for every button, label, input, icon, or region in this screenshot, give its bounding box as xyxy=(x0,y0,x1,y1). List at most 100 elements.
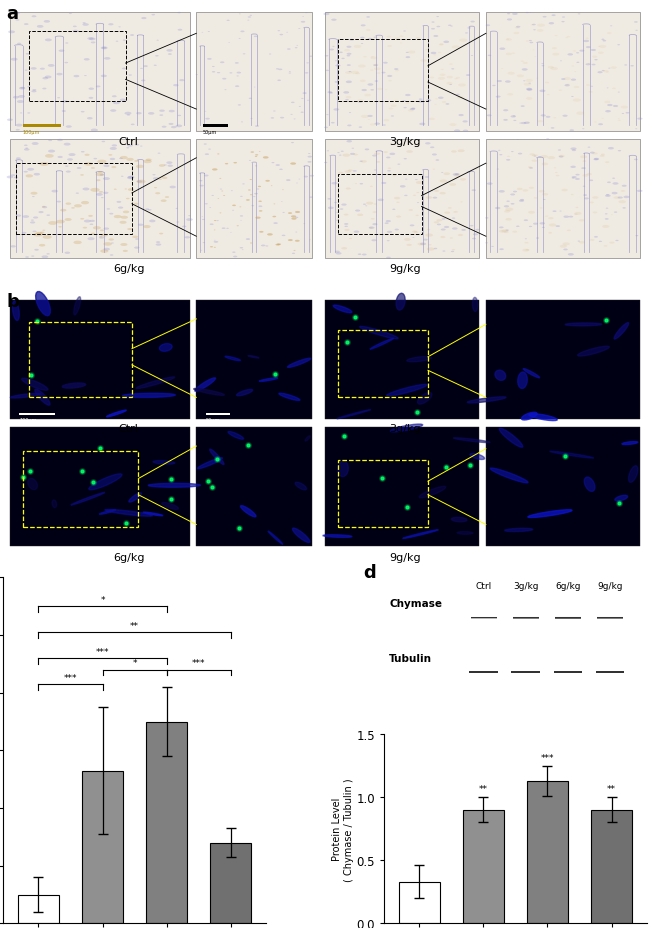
Bar xyxy=(471,618,497,619)
Circle shape xyxy=(637,119,643,121)
Circle shape xyxy=(324,14,330,16)
Circle shape xyxy=(444,213,450,214)
Bar xyxy=(471,617,497,618)
Circle shape xyxy=(169,110,175,113)
Bar xyxy=(595,671,625,673)
Circle shape xyxy=(506,54,512,57)
Circle shape xyxy=(467,28,471,30)
Circle shape xyxy=(441,70,444,71)
Bar xyxy=(513,617,539,619)
Polygon shape xyxy=(88,474,122,490)
Circle shape xyxy=(606,195,609,196)
Bar xyxy=(512,672,540,674)
Circle shape xyxy=(525,239,527,240)
Circle shape xyxy=(10,246,16,248)
Circle shape xyxy=(556,175,560,177)
Circle shape xyxy=(549,225,556,227)
Circle shape xyxy=(436,220,443,223)
Circle shape xyxy=(571,66,575,68)
Circle shape xyxy=(458,84,466,87)
Polygon shape xyxy=(323,535,352,538)
Bar xyxy=(597,617,623,619)
Circle shape xyxy=(438,97,444,100)
Polygon shape xyxy=(467,397,506,404)
Circle shape xyxy=(434,55,436,57)
Polygon shape xyxy=(105,509,153,517)
Circle shape xyxy=(569,216,573,218)
Bar xyxy=(471,617,497,618)
Circle shape xyxy=(145,209,150,211)
Text: ***: *** xyxy=(64,673,77,682)
Circle shape xyxy=(434,249,437,250)
Circle shape xyxy=(261,245,265,247)
Circle shape xyxy=(350,40,354,42)
Circle shape xyxy=(612,88,616,90)
Circle shape xyxy=(361,161,367,163)
Circle shape xyxy=(233,162,237,164)
Bar xyxy=(512,672,540,673)
Circle shape xyxy=(143,66,148,68)
Circle shape xyxy=(171,127,177,129)
Circle shape xyxy=(364,95,370,97)
Circle shape xyxy=(597,72,603,74)
Circle shape xyxy=(436,27,440,28)
Bar xyxy=(469,672,499,673)
Circle shape xyxy=(529,41,532,42)
Circle shape xyxy=(562,243,570,246)
Circle shape xyxy=(269,55,271,56)
Circle shape xyxy=(542,227,545,229)
Circle shape xyxy=(578,241,585,244)
Circle shape xyxy=(31,68,36,71)
Polygon shape xyxy=(143,512,163,516)
Polygon shape xyxy=(473,298,478,312)
Polygon shape xyxy=(457,532,473,535)
Circle shape xyxy=(397,164,400,165)
Bar xyxy=(554,671,582,672)
Circle shape xyxy=(635,31,638,32)
Text: Ctrl: Ctrl xyxy=(476,581,492,590)
Circle shape xyxy=(107,209,110,211)
Polygon shape xyxy=(12,302,20,321)
Polygon shape xyxy=(99,510,116,515)
Circle shape xyxy=(543,17,547,19)
Circle shape xyxy=(411,109,415,110)
Circle shape xyxy=(32,197,34,198)
Circle shape xyxy=(499,230,506,234)
Circle shape xyxy=(526,41,529,43)
Circle shape xyxy=(417,243,424,246)
Circle shape xyxy=(526,98,532,101)
Bar xyxy=(398,882,440,923)
Circle shape xyxy=(113,102,120,105)
Circle shape xyxy=(406,151,413,154)
Circle shape xyxy=(99,238,104,239)
Bar xyxy=(513,617,539,619)
Circle shape xyxy=(153,178,159,181)
Circle shape xyxy=(586,174,592,176)
Circle shape xyxy=(460,202,463,203)
Circle shape xyxy=(517,188,523,191)
Circle shape xyxy=(291,102,294,104)
Circle shape xyxy=(31,256,34,257)
Bar xyxy=(555,617,581,618)
Bar xyxy=(554,672,582,673)
Circle shape xyxy=(307,157,312,159)
Circle shape xyxy=(420,60,427,63)
Polygon shape xyxy=(390,425,422,432)
Circle shape xyxy=(207,58,212,60)
Circle shape xyxy=(287,49,291,51)
Circle shape xyxy=(452,174,459,176)
Circle shape xyxy=(48,150,55,153)
Circle shape xyxy=(549,23,554,25)
Circle shape xyxy=(27,87,31,88)
Circle shape xyxy=(574,72,577,73)
Circle shape xyxy=(99,174,104,176)
Circle shape xyxy=(471,21,475,23)
Circle shape xyxy=(205,154,209,156)
Circle shape xyxy=(405,179,408,180)
Polygon shape xyxy=(210,450,224,465)
Circle shape xyxy=(344,214,348,216)
Circle shape xyxy=(517,75,524,78)
Text: Chymase: Chymase xyxy=(389,599,443,609)
Circle shape xyxy=(354,154,358,156)
Polygon shape xyxy=(71,493,105,506)
